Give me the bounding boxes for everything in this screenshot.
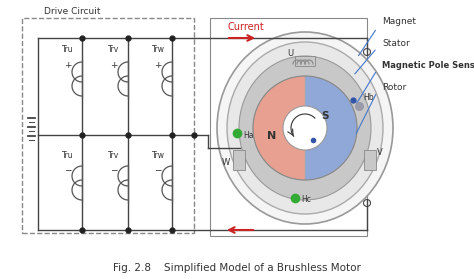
Text: −: −: [154, 165, 162, 174]
Wedge shape: [253, 76, 305, 180]
Circle shape: [364, 199, 371, 206]
Text: Trw: Trw: [152, 151, 164, 160]
Text: +: +: [110, 61, 118, 70]
Text: Magnetic Pole Sensor: Magnetic Pole Sensor: [382, 61, 474, 69]
Ellipse shape: [227, 42, 383, 214]
Text: −: −: [110, 165, 118, 174]
Text: W: W: [222, 158, 230, 167]
Bar: [364, 150, 376, 170]
Text: Rotor: Rotor: [382, 83, 406, 93]
Text: Tru: Tru: [62, 151, 74, 160]
Text: Hb: Hb: [363, 93, 374, 102]
Text: +: +: [154, 61, 162, 70]
Text: +: +: [64, 61, 72, 70]
Text: Current: Current: [228, 22, 265, 32]
Text: N: N: [267, 131, 277, 141]
Bar: [295, 56, 315, 66]
Text: Ha: Ha: [243, 131, 254, 140]
Ellipse shape: [217, 32, 393, 224]
Text: Magnet: Magnet: [382, 18, 416, 27]
Text: U: U: [287, 49, 293, 58]
Text: V: V: [377, 148, 383, 157]
Text: Hc: Hc: [301, 195, 311, 204]
Text: Trv: Trv: [109, 151, 119, 160]
Bar: [233, 150, 245, 170]
Circle shape: [364, 49, 371, 56]
Text: Fig. 2.8    Simplified Model of a Brushless Motor: Fig. 2.8 Simplified Model of a Brushless…: [113, 263, 361, 273]
Wedge shape: [305, 76, 357, 180]
Text: Stator: Stator: [382, 39, 410, 47]
Text: S: S: [321, 111, 329, 121]
Text: Trw: Trw: [152, 45, 164, 54]
Text: Trv: Trv: [109, 45, 119, 54]
Bar: [210, 18, 367, 236]
Text: Drive Circuit: Drive Circuit: [44, 7, 100, 16]
Ellipse shape: [239, 56, 371, 200]
Bar: [22, 18, 194, 233]
Text: Tru: Tru: [62, 45, 74, 54]
Circle shape: [283, 106, 327, 150]
Text: −: −: [64, 165, 72, 174]
